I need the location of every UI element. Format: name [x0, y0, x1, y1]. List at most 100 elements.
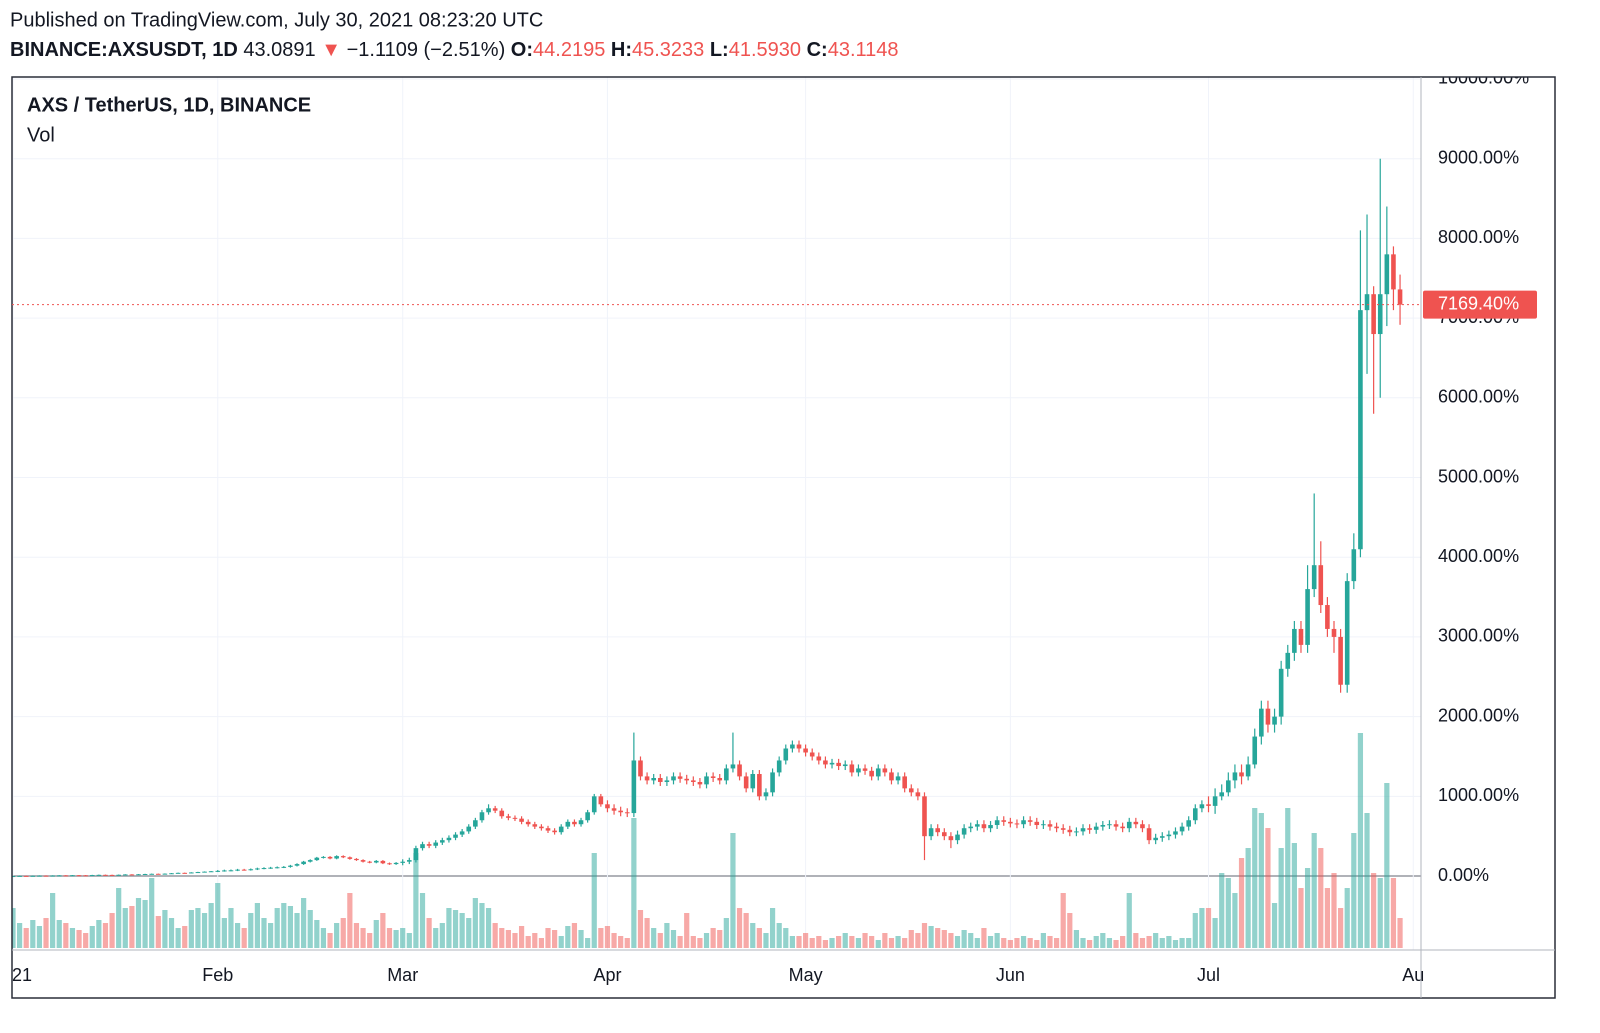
y-tick-label: 4000.00%	[1438, 546, 1519, 566]
volume-bar	[1377, 878, 1383, 948]
ohlc-value: 44.2195	[533, 39, 605, 61]
candle-body	[889, 772, 894, 781]
candle-body	[1338, 636, 1343, 685]
candle-body	[1140, 824, 1145, 829]
volume-bar	[822, 940, 829, 948]
candle-body	[116, 874, 121, 876]
volume-bar	[829, 938, 835, 948]
volume-bar	[1007, 940, 1013, 948]
y-tick-label: 0.00%	[1438, 865, 1489, 885]
volume-bar	[439, 923, 445, 948]
volume-bar	[1338, 908, 1344, 948]
candle-body	[955, 834, 960, 841]
x-tick-label: Au	[1402, 965, 1424, 985]
volume-bar	[168, 918, 175, 948]
candle-body	[321, 856, 326, 858]
candle-body	[770, 772, 775, 793]
candle-body	[704, 776, 709, 785]
candle-body	[1001, 820, 1007, 822]
volume-bar	[1271, 903, 1278, 948]
candle-body	[156, 873, 161, 875]
y-tick-label: 9000.00%	[1438, 147, 1519, 167]
candle-body	[1080, 828, 1086, 832]
candle-body	[360, 860, 366, 862]
volume-bar	[1219, 873, 1225, 948]
volume-bar	[558, 936, 564, 948]
candle-body	[1120, 826, 1125, 829]
candles	[12, 158, 1403, 878]
candle-body	[440, 840, 445, 843]
candle-body	[902, 776, 907, 789]
candle-body	[869, 770, 874, 777]
volume-bar	[565, 926, 571, 948]
volume-bar	[1364, 813, 1370, 948]
volume-bar	[248, 913, 254, 948]
volume-bar	[545, 928, 551, 948]
candle-body	[466, 826, 472, 832]
candle-body	[195, 872, 201, 874]
volume-bar	[1014, 938, 1020, 948]
volume-bar	[301, 898, 307, 948]
candle-body	[572, 821, 577, 825]
volume-bar	[122, 908, 128, 948]
volume-bar	[1291, 843, 1297, 948]
volume-bar	[954, 936, 961, 948]
volume-bar	[380, 913, 386, 948]
candle-body	[43, 875, 49, 877]
candle-body	[882, 768, 888, 773]
candle-body	[63, 875, 69, 877]
candle-body	[552, 830, 557, 833]
candle-body	[142, 874, 148, 876]
candle-body	[354, 858, 359, 861]
volume-bar	[1192, 913, 1198, 948]
candle-body	[413, 848, 419, 861]
candle-body	[790, 744, 795, 749]
volume-bar	[505, 930, 511, 948]
candle-body	[631, 760, 637, 814]
candle-body	[816, 756, 822, 761]
volume-bar	[1318, 848, 1324, 948]
volume-bar	[492, 923, 498, 948]
volume-bar	[175, 928, 181, 948]
volume-bar	[195, 908, 201, 948]
candle-body	[37, 875, 42, 877]
ohlc-key: L:	[710, 39, 729, 61]
volume-bar	[902, 938, 908, 948]
x-tick-label: Mar	[387, 965, 418, 985]
last-price-box	[1423, 290, 1537, 319]
candle-body	[1153, 837, 1158, 841]
candle-body	[294, 864, 300, 866]
volume-bar	[1027, 938, 1033, 948]
candle-body	[519, 818, 524, 822]
volume-bar	[776, 923, 782, 948]
candle-body	[1047, 824, 1053, 827]
volume-bar	[836, 936, 842, 948]
volume-bar	[644, 918, 650, 948]
volume-bar	[1126, 893, 1132, 948]
candle-body	[1298, 628, 1304, 645]
y-tick-label: 3000.00%	[1438, 626, 1519, 646]
candle-body	[446, 837, 452, 841]
candle-body	[1272, 716, 1277, 725]
candle-body	[208, 871, 214, 873]
candle-body	[387, 863, 392, 865]
candle-body	[1377, 294, 1383, 335]
candle-body	[334, 856, 339, 859]
candle-body	[473, 820, 478, 827]
volume-bar	[215, 883, 221, 948]
volume-bar	[36, 926, 43, 948]
candle-body	[241, 869, 247, 871]
volume-bar	[1139, 938, 1146, 948]
candle-body	[433, 842, 439, 846]
volume-bar	[875, 940, 881, 948]
volume-bar	[281, 903, 287, 948]
volume-bar	[736, 908, 743, 948]
volume-bar	[261, 918, 267, 948]
volume-bar	[23, 928, 29, 948]
volume-bar	[585, 938, 591, 948]
candle-body	[83, 875, 88, 877]
candle-body	[935, 828, 940, 833]
y-tick-label: 1000.00%	[1438, 785, 1519, 805]
volume-bar	[69, 928, 76, 948]
volume-bar	[895, 936, 901, 948]
